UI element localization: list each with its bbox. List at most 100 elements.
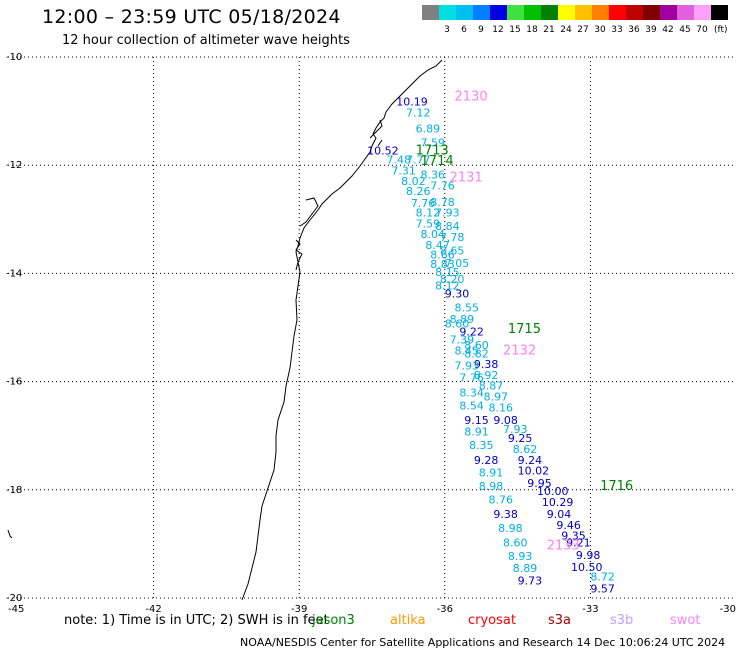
- legend-label: 42: [662, 25, 674, 35]
- wave-height-value: 8.26: [406, 185, 431, 198]
- wave-height-value: 9.24: [518, 454, 543, 467]
- wave-height-value: 7.12: [406, 107, 431, 120]
- wave-height-value: 8.97: [484, 391, 509, 404]
- legend-swatch: [422, 5, 439, 20]
- legend-swatch: [609, 5, 626, 20]
- wave-height-value: 8.89: [513, 562, 538, 575]
- wave-height-value: 9.98: [576, 549, 601, 562]
- wave-height-value: 10.02: [518, 465, 550, 478]
- lon-tick-label: -33: [582, 604, 598, 615]
- wave-height-value: 8.02: [401, 175, 426, 188]
- wave-height-value: 7.48: [387, 154, 412, 167]
- wave-height-value: 10.52: [367, 144, 399, 157]
- wave-height-value: 8.65: [440, 244, 465, 257]
- legend-swatch: [694, 5, 711, 20]
- satellite-swot: swot: [670, 613, 701, 628]
- legend-swatch: [524, 5, 541, 20]
- lat-tick-label: -16: [6, 377, 22, 388]
- legend-swatch: [473, 5, 490, 20]
- wave-height-value: 9.73: [518, 574, 543, 587]
- satellite-jason3: jason3: [312, 613, 355, 628]
- wave-height-value: 9.21: [566, 537, 591, 550]
- legend-swatch: [643, 5, 660, 20]
- wave-height-value: 7.76: [430, 180, 455, 193]
- wave-height-value: 8.15: [435, 266, 460, 279]
- pass-time-label: 1716: [600, 479, 633, 494]
- lat-tick-label: -14: [6, 268, 22, 279]
- page-title: 12:00 – 23:59 UTC 05/18/2024: [42, 6, 341, 28]
- wave-height-value: 9.95: [527, 477, 552, 490]
- lon-tick-label: -30: [720, 604, 736, 615]
- wave-height-value: 8.84: [435, 220, 460, 233]
- wave-height-value: 7.76: [459, 372, 484, 385]
- wave-height-value: 8.62: [513, 443, 538, 456]
- legend-label: 30: [594, 25, 606, 35]
- legend-unit: (ft): [714, 25, 728, 35]
- legend-swatch: [558, 5, 575, 20]
- wave-height-value: 7.31: [391, 164, 416, 177]
- wave-height-value: 8.78: [430, 196, 455, 209]
- wave-height-value: 7.05: [445, 257, 470, 270]
- wave-height-value: 9.04: [547, 508, 572, 521]
- legend-label: 27: [577, 25, 589, 35]
- page-subtitle: 12 hour collection of altimeter wave hei…: [62, 33, 350, 48]
- pass-time-label: 2131: [450, 170, 483, 185]
- wave-height-value: 7.78: [440, 231, 465, 244]
- satellite-cryosat: cryosat: [468, 613, 516, 628]
- wave-height-value: 8.12: [416, 207, 441, 220]
- lat-tick-label: -18: [6, 485, 22, 496]
- legend-swatch: [507, 5, 524, 20]
- wave-height-value: 8.82: [464, 347, 489, 360]
- wave-height-value: 7.59: [421, 136, 446, 149]
- lat-tick-label: -10: [6, 52, 22, 63]
- wave-height-value: 8.91: [464, 426, 489, 439]
- legend-swatch: [439, 5, 456, 20]
- legend-label: 45: [679, 25, 691, 35]
- legend-label: 36: [628, 25, 640, 35]
- wave-height-value: 8.54: [459, 400, 484, 413]
- legend-label: 70: [696, 25, 708, 35]
- wave-height-value: 8.91: [479, 466, 504, 479]
- wave-height-value: 8.34: [459, 387, 484, 400]
- wave-height-value: 8.93: [508, 550, 532, 563]
- legend-swatch: [626, 5, 643, 20]
- wave-height-value: 7.59: [416, 217, 441, 230]
- wave-height-value: 8.16: [488, 401, 512, 414]
- wave-height-value: 8.60: [503, 537, 528, 550]
- wave-height-value: 9.57: [590, 583, 615, 596]
- wave-height-value: 7.77: [406, 154, 431, 167]
- latitude-tick-labels: -10 -12 -14 -16 -18 -20: [6, 52, 22, 604]
- pass-time-label: 1715: [508, 322, 541, 337]
- wave-height-value: 8.72: [590, 571, 615, 584]
- wave-height-value: 8.45: [455, 345, 480, 358]
- wave-height-value: 9.22: [459, 326, 484, 339]
- wave-height-value: 8.04: [421, 228, 446, 241]
- wave-height-value: 9.30: [445, 288, 470, 301]
- wave-height-value: 9.38: [474, 358, 499, 371]
- wave-height-value: 10.29: [542, 496, 574, 509]
- legend-label: 3: [444, 25, 450, 35]
- wave-height-value: 8.20: [440, 273, 465, 286]
- note-text: note: 1) Time is in UTC; 2) SWH is in fe…: [64, 613, 329, 628]
- satellite-altika: altika: [390, 613, 426, 628]
- legend-label: 9: [478, 25, 484, 35]
- wave-height-value: 9.08: [493, 414, 518, 427]
- legend-swatch: [660, 5, 677, 20]
- wave-height-value: 7.76: [411, 197, 436, 210]
- wave-height-value: 9.38: [493, 508, 518, 521]
- legend-swatch: [575, 5, 592, 20]
- coastline-inlet: [295, 119, 383, 271]
- footer-credit: NOAA/NESDIS Center for Satellite Applica…: [240, 636, 726, 649]
- legend-label: 18: [526, 25, 538, 35]
- wave-height-value: 6.89: [416, 123, 441, 136]
- lon-tick-label: -36: [437, 604, 453, 615]
- legend-swatch: [711, 5, 728, 20]
- wave-height-value: 9.25: [508, 432, 532, 445]
- pass-time-label: 2132: [503, 344, 536, 359]
- wave-height-value: 8.60: [445, 318, 470, 331]
- legend-swatch: [541, 5, 558, 20]
- wave-height-value: 8.47: [425, 239, 450, 252]
- wave-height-value: 8.66: [430, 248, 455, 261]
